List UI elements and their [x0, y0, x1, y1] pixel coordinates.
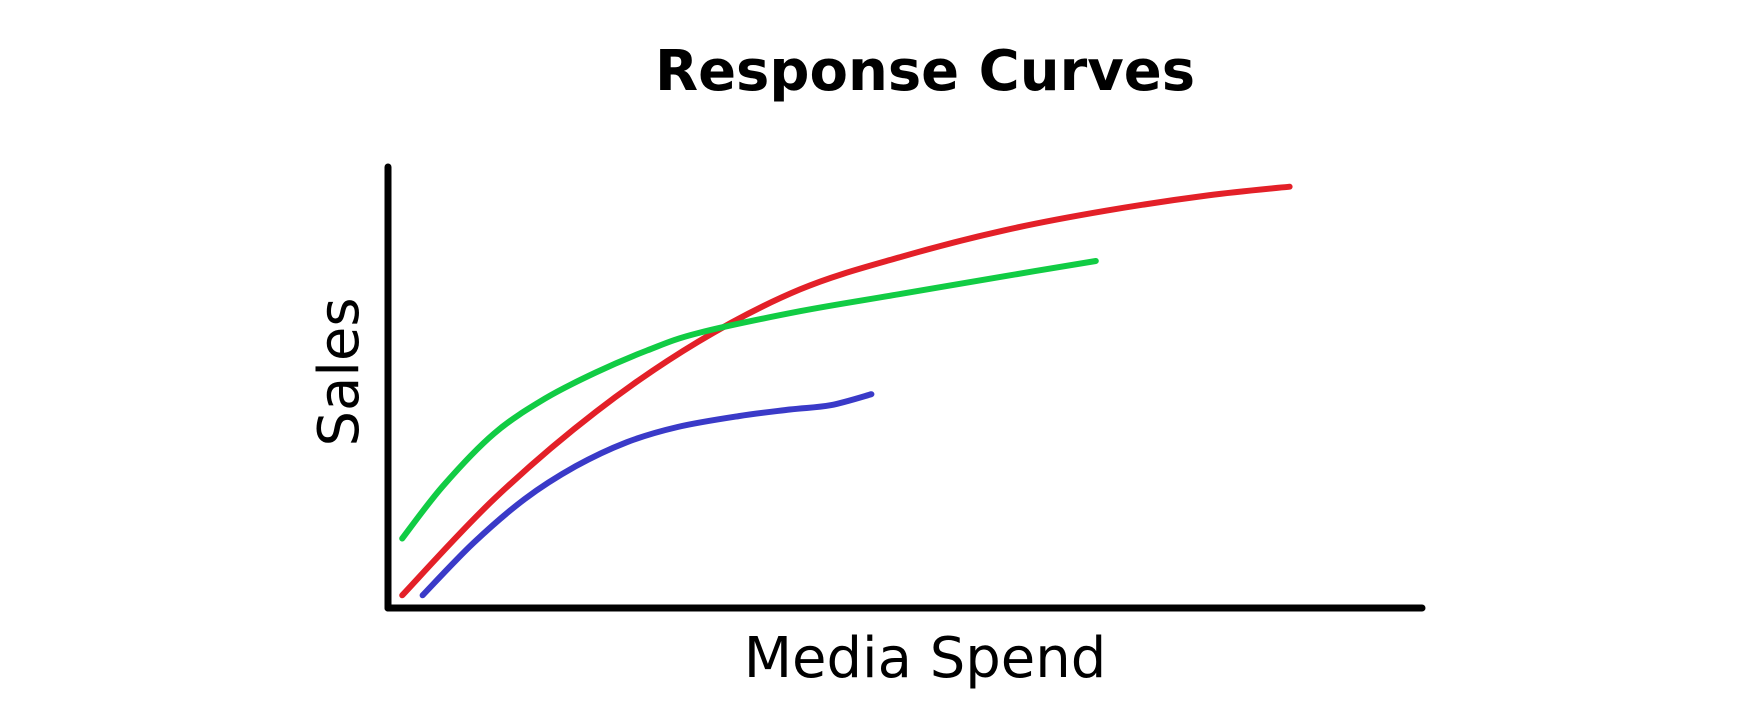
series-layer — [399, 183, 1293, 599]
x-axis-label: Media Spend — [744, 626, 1107, 691]
series-line-1 — [399, 183, 1293, 599]
chart-title: Response Curves — [655, 39, 1195, 104]
series-line-3 — [419, 391, 875, 599]
series-line-2 — [399, 258, 1099, 542]
y-axis-label: Sales — [307, 297, 372, 446]
